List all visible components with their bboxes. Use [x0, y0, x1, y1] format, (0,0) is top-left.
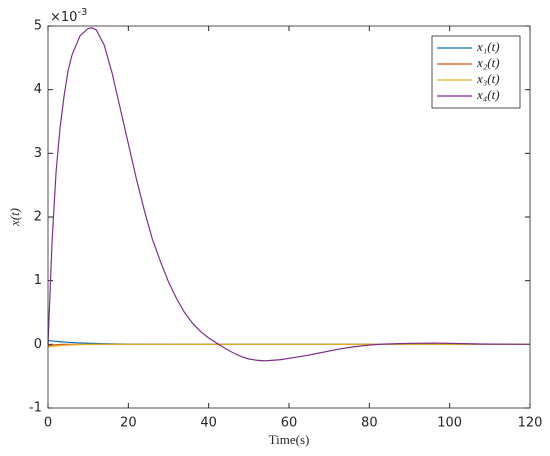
y-exponent-base: ×10 [50, 10, 77, 25]
y-tick-label: 4 [34, 82, 42, 97]
series-line [47, 343, 530, 348]
y-tick-label: 0 [34, 337, 42, 352]
axes-box [47, 25, 531, 409]
legend-label: x₃(t) [476, 71, 500, 86]
y-tick-label: 1 [34, 273, 42, 288]
y-axis-label: x(t) [7, 208, 22, 227]
y-tick-label: 2 [34, 210, 42, 225]
x-tick-label: 0 [44, 416, 52, 431]
y-tick-label: -1 [29, 401, 42, 416]
x-axis-label: Time(s) [269, 432, 310, 447]
legend-label: x₄(t) [476, 87, 500, 102]
x-tick-label: 120 [518, 416, 543, 431]
x-tick-label: 20 [120, 416, 137, 431]
x-tick-label: 40 [200, 416, 217, 431]
legend-label: x₂(t) [476, 55, 500, 70]
x-tick-label: 80 [361, 416, 378, 431]
y-exponent: ×10-3 [50, 7, 87, 25]
legend-label: x₁(t) [476, 39, 500, 54]
x-tick-label: 60 [281, 416, 298, 431]
series-line [47, 27, 531, 362]
y-exponent-power: -3 [77, 7, 87, 18]
x-tick-label: 100 [437, 416, 462, 431]
y-tick-label: 3 [34, 146, 42, 161]
legend-box [431, 35, 521, 109]
y-tick-label: 5 [34, 19, 42, 34]
